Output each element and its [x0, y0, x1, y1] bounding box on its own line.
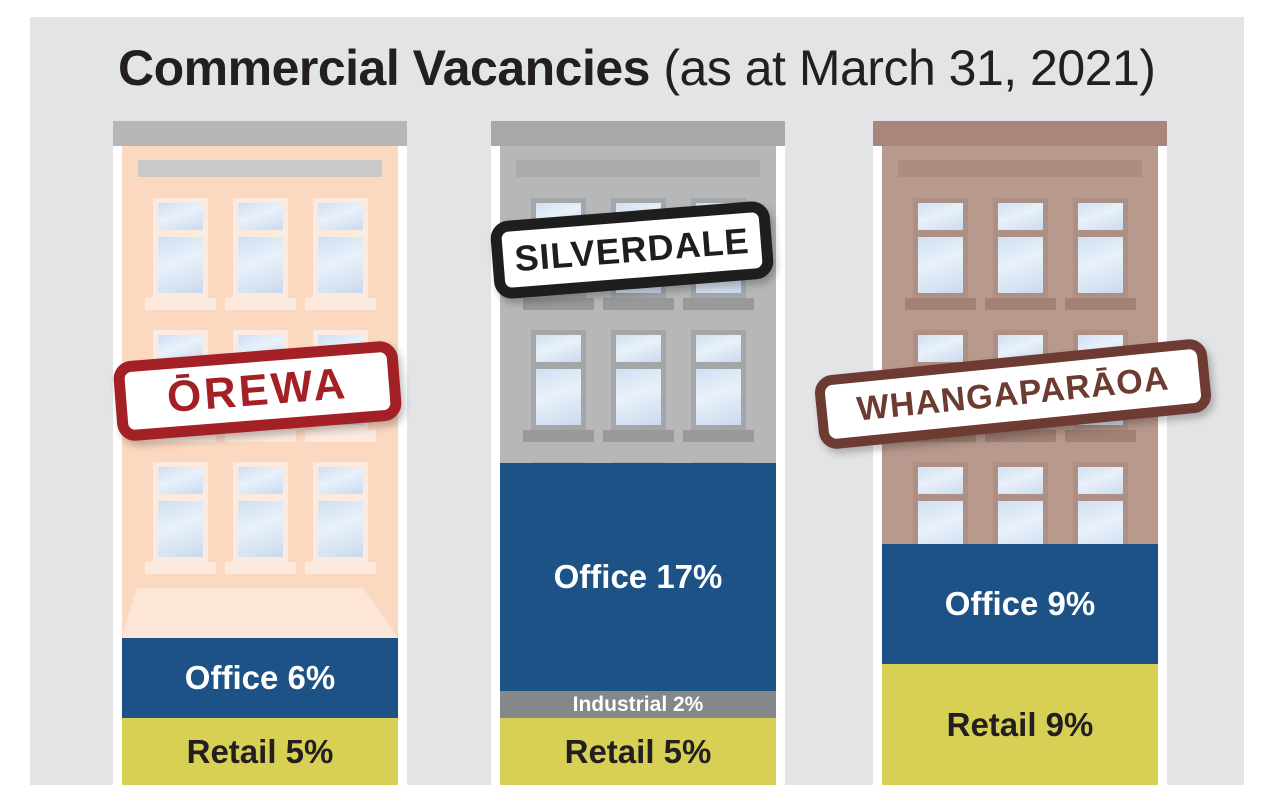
vacancy-bands: Office 17% Industrial 2% Retail 5%	[500, 463, 776, 785]
window-pane	[1078, 467, 1123, 494]
facade-stripe	[138, 160, 382, 177]
window-sill	[523, 430, 594, 442]
retail-vacancy-band: Retail 5%	[500, 718, 776, 785]
window	[1073, 198, 1128, 298]
window	[153, 462, 208, 562]
building-facade: Office 6% Retail 5%	[122, 146, 398, 785]
vacancy-bands: Office 6% Retail 5%	[122, 637, 398, 785]
window-pane	[1078, 203, 1123, 230]
office-vacancy-band: Office 17%	[500, 463, 776, 692]
window-pane	[998, 203, 1043, 230]
window-pane	[238, 237, 283, 293]
window	[993, 198, 1048, 298]
window-pane	[616, 369, 661, 425]
window	[233, 462, 288, 562]
window-sill	[683, 430, 754, 442]
window-pane	[616, 335, 661, 362]
building-roof	[491, 121, 785, 146]
window-sill	[305, 562, 376, 574]
window-pane	[536, 369, 581, 425]
vacancy-bands: Office 9% Retail 9%	[882, 543, 1158, 785]
building-frame: Office 6% Retail 5%	[113, 146, 407, 785]
window-pane	[696, 369, 741, 425]
band-label: Retail 5%	[186, 732, 334, 770]
window-sill	[305, 430, 376, 442]
awning	[122, 588, 398, 638]
building-roof	[113, 121, 407, 146]
building-roof	[873, 121, 1167, 146]
window-pane	[696, 335, 741, 362]
window	[913, 198, 968, 298]
window-sill	[985, 298, 1056, 310]
window-sill	[683, 298, 754, 310]
infographic-canvas: Commercial Vacancies (as at March 31, 20…	[30, 17, 1244, 785]
window-sill	[905, 298, 976, 310]
stamp-text: WHANGAPARĀOA	[855, 359, 1171, 428]
window-pane	[158, 501, 203, 557]
office-vacancy-band: Office 6%	[122, 637, 398, 718]
stamp-text: SILVERDALE	[513, 219, 751, 280]
window-sill	[523, 298, 594, 310]
window-sill	[603, 298, 674, 310]
window-pane	[1078, 237, 1123, 293]
stamp-text: ŌREWA	[165, 358, 350, 423]
chart-title: Commercial Vacancies (as at March 31, 20…	[118, 39, 1156, 97]
building-orewa: Office 6% Retail 5%	[113, 121, 407, 785]
facade-stripe	[516, 160, 760, 177]
window-sill	[225, 298, 296, 310]
window	[313, 198, 368, 298]
facade-stripe	[898, 160, 1142, 177]
window	[691, 330, 746, 430]
retail-vacancy-band: Retail 9%	[882, 664, 1158, 785]
window-pane	[998, 237, 1043, 293]
window-pane	[318, 237, 363, 293]
window-pane	[918, 237, 963, 293]
window-pane	[318, 501, 363, 557]
office-vacancy-band: Office 9%	[882, 543, 1158, 665]
window-sill	[1065, 298, 1136, 310]
band-label: Retail 5%	[564, 732, 712, 770]
window-pane	[158, 467, 203, 494]
band-label: Office 6%	[184, 658, 336, 696]
window-pane	[158, 203, 203, 230]
title-main: Commercial Vacancies	[118, 40, 651, 96]
window-pane	[158, 237, 203, 293]
window-pane	[238, 467, 283, 494]
window-pane	[238, 501, 283, 557]
retail-vacancy-band: Retail 5%	[122, 718, 398, 785]
window-sill	[1065, 430, 1136, 442]
title-date-suffix: (as at March 31, 2021)	[650, 40, 1156, 96]
window-pane	[918, 335, 963, 362]
band-label: Office 9%	[944, 585, 1096, 623]
window-pane	[998, 467, 1043, 494]
window-sill	[603, 430, 674, 442]
window	[531, 330, 586, 430]
window-sill	[225, 562, 296, 574]
window-sill	[985, 430, 1056, 442]
window-pane	[318, 467, 363, 494]
window	[233, 198, 288, 298]
building-frame: Office 9% Retail 9%	[873, 146, 1167, 785]
window-pane	[318, 203, 363, 230]
building-facade: Office 9% Retail 9%	[882, 146, 1158, 785]
window-sill	[305, 298, 376, 310]
window-sill	[145, 298, 216, 310]
window-pane	[238, 203, 283, 230]
window-pane	[536, 335, 581, 362]
window	[153, 198, 208, 298]
band-label: Office 17%	[553, 558, 723, 596]
window-sill	[225, 430, 296, 442]
industrial-vacancy-band: Industrial 2%	[500, 691, 776, 718]
window-sill	[145, 562, 216, 574]
window-pane	[918, 467, 963, 494]
window	[313, 462, 368, 562]
band-label: Industrial 2%	[572, 692, 704, 716]
building-whangaparaoa: Office 9% Retail 9%	[873, 121, 1167, 785]
window-pane	[918, 203, 963, 230]
band-label: Retail 9%	[946, 705, 1094, 743]
window	[611, 330, 666, 430]
